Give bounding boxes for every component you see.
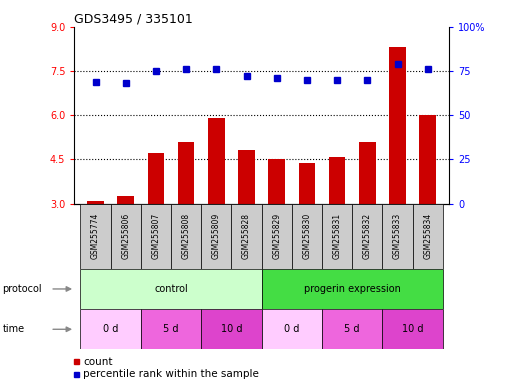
Bar bbox=[87, 202, 104, 204]
Text: GSM255832: GSM255832 bbox=[363, 213, 372, 259]
Text: progerin expression: progerin expression bbox=[304, 284, 401, 294]
Bar bbox=[412, 204, 443, 269]
Bar bbox=[81, 269, 262, 309]
Bar bbox=[262, 309, 322, 349]
Bar bbox=[322, 309, 382, 349]
Bar bbox=[292, 204, 322, 269]
Bar bbox=[117, 195, 134, 204]
Bar bbox=[262, 269, 443, 309]
Text: GSM255831: GSM255831 bbox=[332, 213, 342, 259]
Text: 0 d: 0 d bbox=[284, 324, 300, 334]
Text: 5 d: 5 d bbox=[345, 324, 360, 334]
Text: 0 d: 0 d bbox=[103, 324, 119, 334]
Text: GSM255806: GSM255806 bbox=[121, 213, 130, 259]
Bar bbox=[171, 204, 201, 269]
Bar bbox=[111, 204, 141, 269]
Bar bbox=[201, 204, 231, 269]
Text: time: time bbox=[3, 324, 25, 334]
Bar bbox=[148, 153, 164, 204]
Bar bbox=[329, 157, 345, 204]
Text: 10 d: 10 d bbox=[221, 324, 242, 334]
Bar bbox=[389, 48, 406, 204]
Bar bbox=[201, 309, 262, 349]
Bar bbox=[382, 204, 412, 269]
Bar bbox=[352, 204, 382, 269]
Bar bbox=[359, 142, 376, 204]
Text: GDS3495 / 335101: GDS3495 / 335101 bbox=[74, 13, 193, 26]
Bar bbox=[262, 204, 292, 269]
Bar bbox=[178, 142, 194, 204]
Bar bbox=[382, 309, 443, 349]
Bar bbox=[141, 309, 201, 349]
Text: GSM255829: GSM255829 bbox=[272, 213, 281, 259]
Text: control: control bbox=[154, 284, 188, 294]
Text: GSM255834: GSM255834 bbox=[423, 213, 432, 259]
Bar bbox=[420, 115, 436, 204]
Text: GSM255833: GSM255833 bbox=[393, 213, 402, 259]
Text: protocol: protocol bbox=[3, 284, 42, 294]
Bar bbox=[81, 204, 111, 269]
Text: 10 d: 10 d bbox=[402, 324, 423, 334]
Text: GSM255807: GSM255807 bbox=[151, 213, 161, 259]
Text: GSM255830: GSM255830 bbox=[303, 213, 311, 259]
Bar bbox=[299, 163, 315, 204]
Bar bbox=[208, 118, 225, 204]
Text: percentile rank within the sample: percentile rank within the sample bbox=[83, 369, 259, 379]
Text: GSM255808: GSM255808 bbox=[182, 213, 191, 259]
Text: GSM255774: GSM255774 bbox=[91, 213, 100, 259]
Text: 5 d: 5 d bbox=[163, 324, 179, 334]
Bar bbox=[81, 309, 141, 349]
Bar bbox=[322, 204, 352, 269]
Bar bbox=[238, 150, 255, 204]
Bar bbox=[141, 204, 171, 269]
Bar bbox=[268, 159, 285, 204]
Text: GSM255828: GSM255828 bbox=[242, 213, 251, 259]
Text: GSM255809: GSM255809 bbox=[212, 213, 221, 259]
Bar bbox=[231, 204, 262, 269]
Text: count: count bbox=[83, 357, 112, 367]
